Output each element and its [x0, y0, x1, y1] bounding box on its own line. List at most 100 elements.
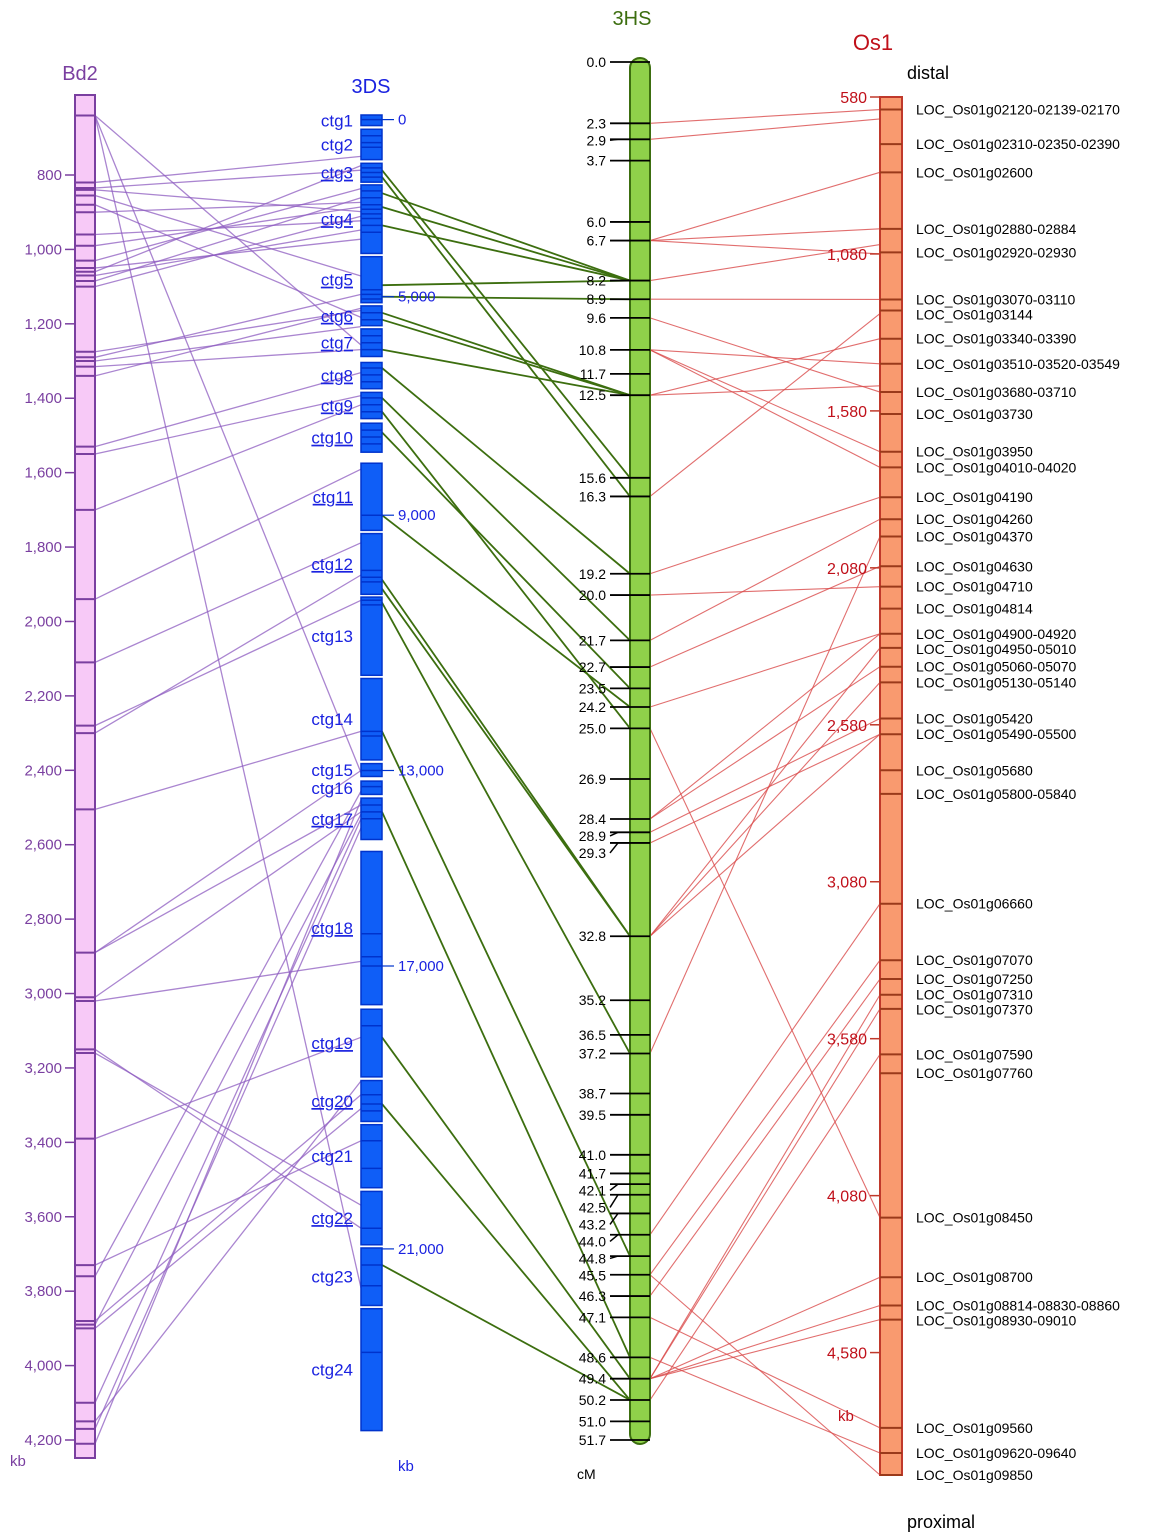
link-3ds-3hs [381, 169, 631, 479]
3hs-locus-label: 2.9 [587, 132, 607, 148]
os1-gene-label: LOC_Os01g03730 [916, 406, 1033, 422]
link-bd2-3ds [94, 1108, 362, 1329]
contig-label-ctg13: ctg13 [311, 627, 353, 646]
link-bd2-3ds [94, 194, 362, 277]
os1-gene-label: LOC_Os01g08930-09010 [916, 1312, 1077, 1328]
link-3hs-os1 [649, 240, 881, 255]
ds3-kb-label: 17,000 [398, 958, 444, 975]
contig-label-ctg18: ctg18 [311, 919, 353, 938]
os1-tick-label: 1,080 [827, 247, 867, 264]
os1-gene-label: LOC_Os01g04010-04020 [916, 459, 1077, 475]
link-3ds-3hs [381, 295, 631, 301]
3hs-locus-label: 48.6 [579, 1349, 606, 1365]
3hs-locus-connector [609, 1183, 619, 1192]
contig-label-ctg14: ctg14 [311, 710, 353, 729]
os1-tick-label: 3,080 [827, 875, 867, 892]
link-bd2-3ds [94, 394, 362, 455]
link-bd2-3ds [94, 189, 362, 213]
3hs-locus-label: 51.0 [579, 1413, 606, 1429]
bd2-tick-label: 1,400 [24, 390, 62, 407]
3hs-locus-label: 42.5 [579, 1199, 606, 1215]
os1-gene-label: LOC_Os01g04370 [916, 528, 1033, 544]
link-bd2-3ds [94, 574, 362, 734]
3hs-locus-label: 26.9 [579, 771, 606, 787]
os1-gene-label: LOC_Os01g04260 [916, 511, 1033, 527]
link-3hs-os1 [649, 171, 881, 242]
3hs-locus-label: 47.1 [579, 1309, 606, 1325]
bd2-tick-label: 3,400 [24, 1134, 62, 1151]
contig-label-ctg9: ctg9 [321, 396, 353, 415]
contig-ctg19 [360, 1008, 383, 1078]
os1-gene-label: LOC_Os01g09850 [916, 1467, 1033, 1483]
link-bd2-3ds [94, 325, 362, 362]
os1-gene-label: LOC_Os01g08700 [916, 1269, 1033, 1285]
contig-label-ctg7: ctg7 [321, 334, 353, 353]
link-3hs-os1 [649, 633, 881, 708]
link-3hs-os1 [649, 536, 881, 1054]
bd2-tick-label: 800 [37, 167, 62, 184]
link-3hs-os1 [649, 313, 881, 497]
os1-gene-label: LOC_Os01g07310 [916, 987, 1033, 1003]
3hs-locus-label: 49.4 [579, 1371, 606, 1387]
3hs-locus-connector [609, 842, 619, 854]
os1-gene-label: LOC_Os01g04190 [916, 489, 1033, 505]
os1-gene-label: LOC_Os01g08450 [916, 1210, 1033, 1226]
contig-label-ctg11: ctg11 [313, 488, 353, 507]
contig-ctg5 [360, 255, 383, 304]
link-3hs-os1 [649, 733, 881, 844]
os1-gene-label: LOC_Os01g05420 [916, 711, 1033, 727]
link-3hs-os1 [649, 317, 881, 393]
link-3hs-os1 [649, 978, 881, 1297]
contig-label-ctg20: ctg20 [311, 1092, 353, 1111]
contig-label-ctg21: ctg21 [311, 1147, 353, 1166]
3hs-locus-label: 38.7 [579, 1086, 606, 1102]
bd2-chromosome [74, 94, 96, 1459]
contig-label-ctg1: ctg1 [321, 111, 353, 130]
link-3hs-os1 [649, 349, 881, 365]
os1-gene-label: LOC_Os01g07590 [916, 1046, 1033, 1062]
os1-tick-label: 4,580 [827, 1346, 867, 1363]
ds3-kb-label: 5,000 [398, 289, 436, 306]
bd2-tick-label: 1,200 [24, 316, 62, 333]
link-bd2-3ds [94, 468, 362, 600]
link-bd2-3ds [94, 818, 362, 1404]
os1-gene-label: LOC_Os01g07370 [916, 1002, 1033, 1018]
link-bd2-3ds [94, 960, 362, 1002]
contig-label-ctg10: ctg10 [311, 429, 353, 448]
link-bd2-3ds [94, 730, 362, 810]
link-bd2-3ds [94, 114, 362, 346]
link-3ds-3hs [381, 279, 631, 287]
os1-chromosome [879, 96, 903, 1476]
contig-ctg13 [360, 596, 383, 677]
bd2-tick-label: 1,800 [24, 539, 62, 556]
3hs-locus-label: 44.8 [579, 1250, 606, 1266]
contig-ctg12 [360, 532, 383, 596]
link-3ds-3hs [381, 811, 631, 1358]
hs3-unit: cM [577, 1466, 596, 1482]
link-3hs-os1 [649, 666, 881, 820]
link-3hs-os1 [649, 1319, 881, 1380]
link-3hs-os1 [649, 1356, 881, 1454]
3hs-locus-label: 9.6 [587, 310, 607, 326]
3hs-locus-label: 21.7 [579, 632, 606, 648]
link-bd2-3ds [94, 164, 362, 273]
os1-distal-label: distal [907, 63, 949, 83]
os1-gene-label: LOC_Os01g05060-05070 [916, 659, 1077, 675]
os1-tick-label: 3,580 [827, 1032, 867, 1049]
3hs-locus-connector [609, 1213, 619, 1225]
ds3-kb-label: 21,000 [398, 1241, 444, 1258]
chromosomes [65, 57, 903, 1476]
contig-ctg23 [360, 1247, 383, 1307]
3hs-locus-label: 12.5 [579, 387, 606, 403]
os1-gene-label: LOC_Os01g03340-03390 [916, 331, 1077, 347]
link-3hs-os1 [649, 682, 881, 937]
link-3ds-3hs [381, 1036, 631, 1380]
link-3ds-3hs [381, 1103, 631, 1401]
bd2-tick-label: 3,000 [24, 986, 62, 1003]
contig-ctg6 [360, 305, 383, 327]
3hs-locus-label: 22.7 [579, 659, 606, 675]
3hs-locus-label: 41.0 [579, 1147, 606, 1163]
contig-label-ctg15: ctg15 [311, 761, 353, 780]
link-bd2-3ds [94, 187, 362, 262]
link-bd2-3ds [94, 293, 362, 358]
